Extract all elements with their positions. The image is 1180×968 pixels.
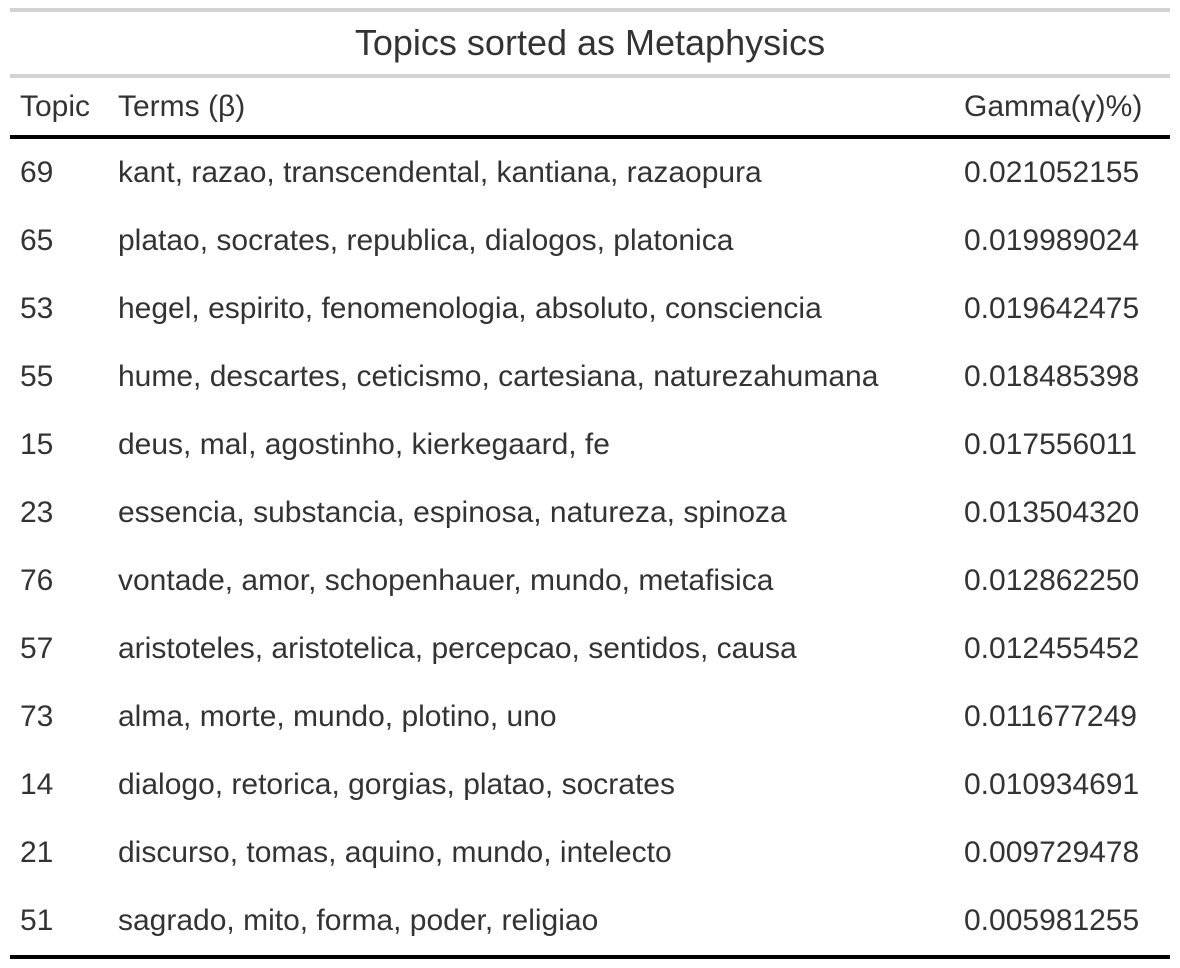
topic-cell: 55 [20,360,54,393]
table-row: 57 aristoteles, aristotelica, percepcao,… [10,615,1170,683]
topic-cell: 14 [20,768,54,801]
terms-cell: hegel, espirito, fenomenologia, absoluto… [118,292,822,325]
gamma-cell: 0.005981255 [954,887,1170,959]
table-row: 76 vontade, amor, schopenhauer, mundo, m… [10,547,1170,615]
gamma-cell: 0.010934691 [964,768,1140,801]
terms-cell: alma, morte, mundo, plotino, uno [118,700,557,733]
gamma-cell: 0.018485398 [964,360,1140,393]
terms-cell: dialogo, retorica, gorgias, platao, socr… [118,768,675,801]
terms-cell: sagrado, mito, forma, poder, religiao [108,887,954,959]
topic-cell: 53 [20,292,54,325]
terms-cell: aristoteles, aristotelica, percepcao, se… [118,632,797,665]
table-row: 15 deus, mal, agostinho, kierkegaard, fe… [10,411,1170,479]
column-header-topic: Topic [10,78,108,139]
gamma-cell: 0.019989024 [964,224,1140,257]
table-body: 69 kant, razao, transcendental, kantiana… [10,137,1170,959]
gamma-cell: 0.017556011 [964,428,1137,461]
topic-cell: 69 [20,156,54,189]
title-rule [10,74,1170,78]
topic-cell: 21 [20,836,54,869]
terms-cell: hume, descartes, ceticismo, cartesiana, … [118,360,879,393]
gamma-cell: 0.009729478 [964,836,1140,869]
table-row: 55 hume, descartes, ceticismo, cartesian… [10,343,1170,411]
terms-cell: discurso, tomas, aquino, mundo, intelect… [118,836,672,869]
gamma-cell: 0.011677249 [964,700,1137,733]
gamma-cell: 0.019642475 [964,292,1140,325]
terms-cell: vontade, amor, schopenhauer, mundo, meta… [118,564,774,597]
header-row: Topic Terms (β) Gamma(γ)%) [10,78,1170,139]
topic-cell: 23 [20,496,54,529]
column-header-gamma: Gamma(γ)%) [954,78,1170,139]
table-row: 65 platao, socrates, republica, dialogos… [10,207,1170,275]
table-row: 23 essencia, substancia, espinosa, natur… [10,479,1170,547]
table-row: 51 sagrado, mito, forma, poder, religiao… [10,887,1170,959]
gamma-cell: 0.012455452 [964,632,1140,665]
table-row: 21 discurso, tomas, aquino, mundo, intel… [10,819,1170,887]
topic-cell: 73 [20,700,54,733]
topic-cell: 51 [10,887,108,959]
gamma-cell: 0.021052155 [964,156,1140,189]
table-row: 73 alma, morte, mundo, plotino, uno 0.01… [10,683,1170,751]
topic-cell: 15 [20,428,54,461]
table-row: 14 dialogo, retorica, gorgias, platao, s… [10,751,1170,819]
terms-cell: kant, razao, transcendental, kantiana, r… [118,156,762,189]
table-row: 69 kant, razao, transcendental, kantiana… [10,137,1170,207]
gamma-cell: 0.012862250 [964,564,1140,597]
topic-cell: 57 [20,632,54,665]
table-header: Topic Terms (β) Gamma(γ)%) [10,78,1170,139]
gamma-cell: 0.013504320 [964,496,1140,529]
terms-cell: essencia, substancia, espinosa, natureza… [118,496,787,529]
topics-table-container: Topics sorted as Metaphysics Topic Terms… [10,8,1170,959]
topics-table: Topic Terms (β) Gamma(γ)%) 69 kant, raza… [10,78,1170,959]
topic-cell: 76 [20,564,54,597]
terms-cell: deus, mal, agostinho, kierkegaard, fe [118,428,610,461]
terms-cell: platao, socrates, republica, dialogos, p… [118,224,734,257]
table-title: Topics sorted as Metaphysics [354,22,826,63]
top-rule [10,8,1170,12]
topic-cell: 65 [20,224,54,257]
column-header-terms: Terms (β) [108,78,954,139]
table-row: 53 hegel, espirito, fenomenologia, absol… [10,275,1170,343]
